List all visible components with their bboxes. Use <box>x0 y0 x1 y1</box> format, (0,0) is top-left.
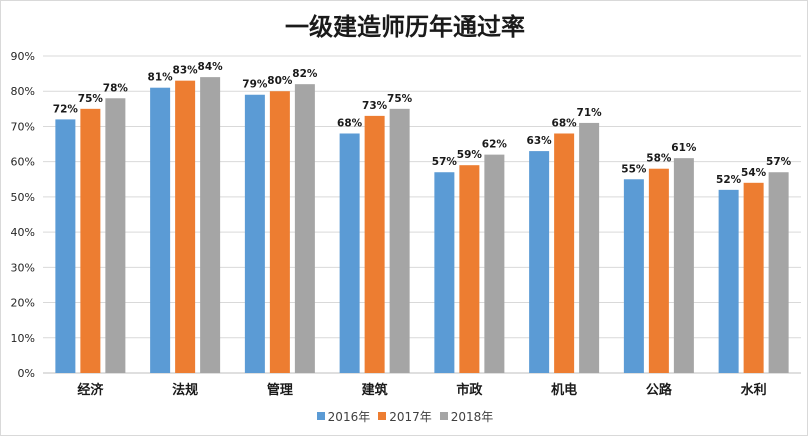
legend-label: 2018年 <box>450 409 494 424</box>
data-label: 59% <box>457 149 483 161</box>
bar <box>434 172 455 373</box>
data-label: 82% <box>292 68 318 80</box>
bar <box>364 115 385 373</box>
bar <box>718 189 739 373</box>
legend-item: 2018年 <box>439 408 494 425</box>
bar <box>529 151 550 373</box>
bar <box>150 87 171 373</box>
data-label: 63% <box>527 135 553 147</box>
bar <box>459 165 480 373</box>
bar <box>294 84 315 373</box>
y-axis-ticks: 0% 10% 20% 30% 40% 50% 60% 70% 80% 90% <box>11 50 35 380</box>
legend: 2016年 2017年 2018年 <box>1 406 808 426</box>
bar <box>623 179 644 373</box>
x-tick-label: 经济 <box>77 382 104 398</box>
legend-swatch <box>316 412 325 420</box>
bar <box>484 154 505 373</box>
y-tick-label: 80% <box>11 85 35 98</box>
x-tick-label: 公路 <box>646 382 673 398</box>
legend-swatch <box>378 412 387 420</box>
y-tick-label: 50% <box>11 191 35 204</box>
bar <box>105 98 126 374</box>
x-tick-label: 水利 <box>741 382 767 398</box>
bar <box>55 119 76 374</box>
bar <box>175 80 196 374</box>
y-tick-label: 40% <box>11 226 35 239</box>
bar <box>200 77 221 373</box>
data-label: 68% <box>552 117 578 129</box>
y-tick-label: 0% <box>18 367 35 380</box>
x-tick-label: 法规 <box>172 382 198 398</box>
data-label: 54% <box>741 167 767 179</box>
data-label: 71% <box>577 107 603 119</box>
bar <box>80 108 101 373</box>
legend-item: 2016年 <box>316 408 371 425</box>
data-label: 61% <box>671 142 697 154</box>
y-tick-label: 10% <box>11 332 35 345</box>
data-label: 62% <box>482 139 508 151</box>
bar <box>743 182 764 373</box>
x-tick-label: 机电 <box>551 382 577 398</box>
bar <box>269 91 290 373</box>
chart-title: 一级建造师历年通过率 <box>285 13 525 41</box>
bar <box>339 133 360 373</box>
bar <box>244 94 265 373</box>
y-tick-label: 70% <box>11 120 35 133</box>
data-label: 68% <box>337 117 363 129</box>
data-labels: 72%75%78%81%83% 84%79% 80%82%68%73%75%57%5… <box>53 61 792 186</box>
data-label: 57% <box>432 156 458 168</box>
x-tick-label: 市政 <box>456 382 483 398</box>
data-label: 78% <box>103 82 129 94</box>
bar <box>389 108 410 373</box>
legend-label: 2016年 <box>327 409 371 424</box>
data-label: 75% <box>387 93 413 105</box>
x-tick-label: 管理 <box>267 382 293 398</box>
x-tick-label: 建筑 <box>362 382 388 398</box>
bar <box>768 172 789 373</box>
bar <box>579 122 600 373</box>
y-tick-label: 90% <box>11 50 35 63</box>
data-label: 75% <box>78 93 104 105</box>
y-tick-label: 60% <box>11 156 35 169</box>
data-label: 84% <box>198 61 224 73</box>
data-label: 57% <box>766 156 792 168</box>
data-label: 81% <box>148 72 174 84</box>
bars <box>55 77 789 374</box>
y-tick-label: 30% <box>11 261 35 274</box>
data-label: 83% <box>173 65 199 77</box>
data-label: 72% <box>53 103 79 115</box>
bar <box>648 168 669 373</box>
bar <box>673 158 694 373</box>
data-label: 52% <box>716 174 742 186</box>
legend-swatch <box>439 412 448 420</box>
legend-item: 2017年 <box>378 408 432 425</box>
y-tick-label: 20% <box>11 297 35 310</box>
legend-label: 2017年 <box>389 409 432 424</box>
data-label: 58% <box>646 153 672 165</box>
data-label: 55% <box>621 163 647 175</box>
data-label: 80% <box>267 75 293 87</box>
data-label: 73% <box>362 100 388 112</box>
bar <box>554 133 575 373</box>
data-label: 79% <box>242 79 268 91</box>
x-axis-ticks: 经济 法规 管理 建筑 市政 机电 公路 水利 <box>77 382 766 398</box>
